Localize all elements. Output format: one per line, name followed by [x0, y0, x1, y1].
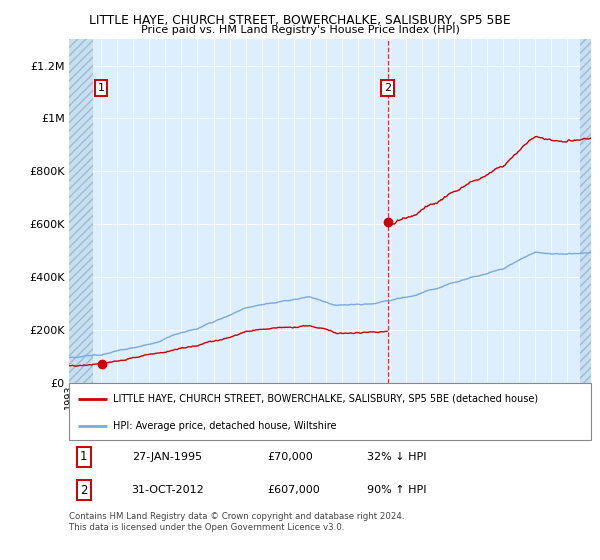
Text: £607,000: £607,000: [268, 486, 320, 495]
Text: 31-OCT-2012: 31-OCT-2012: [131, 486, 205, 495]
Text: 2: 2: [384, 83, 391, 93]
Text: 1: 1: [98, 83, 104, 93]
Text: Contains HM Land Registry data © Crown copyright and database right 2024.
This d: Contains HM Land Registry data © Crown c…: [69, 512, 404, 531]
Text: 90% ↑ HPI: 90% ↑ HPI: [367, 486, 426, 495]
Text: Price paid vs. HM Land Registry's House Price Index (HPI): Price paid vs. HM Land Registry's House …: [140, 25, 460, 35]
Text: LITTLE HAYE, CHURCH STREET, BOWERCHALKE, SALISBURY, SP5 5BE: LITTLE HAYE, CHURCH STREET, BOWERCHALKE,…: [89, 14, 511, 27]
Text: HPI: Average price, detached house, Wiltshire: HPI: Average price, detached house, Wilt…: [113, 421, 337, 431]
Text: 1: 1: [80, 450, 88, 463]
Text: £70,000: £70,000: [268, 452, 313, 461]
Text: LITTLE HAYE, CHURCH STREET, BOWERCHALKE, SALISBURY, SP5 5BE (detached house): LITTLE HAYE, CHURCH STREET, BOWERCHALKE,…: [113, 394, 538, 404]
Text: 27-JAN-1995: 27-JAN-1995: [131, 452, 202, 461]
Bar: [580, 39, 591, 382]
Text: 32% ↓ HPI: 32% ↓ HPI: [367, 452, 426, 461]
Text: 2: 2: [80, 484, 88, 497]
Bar: [69, 39, 93, 382]
